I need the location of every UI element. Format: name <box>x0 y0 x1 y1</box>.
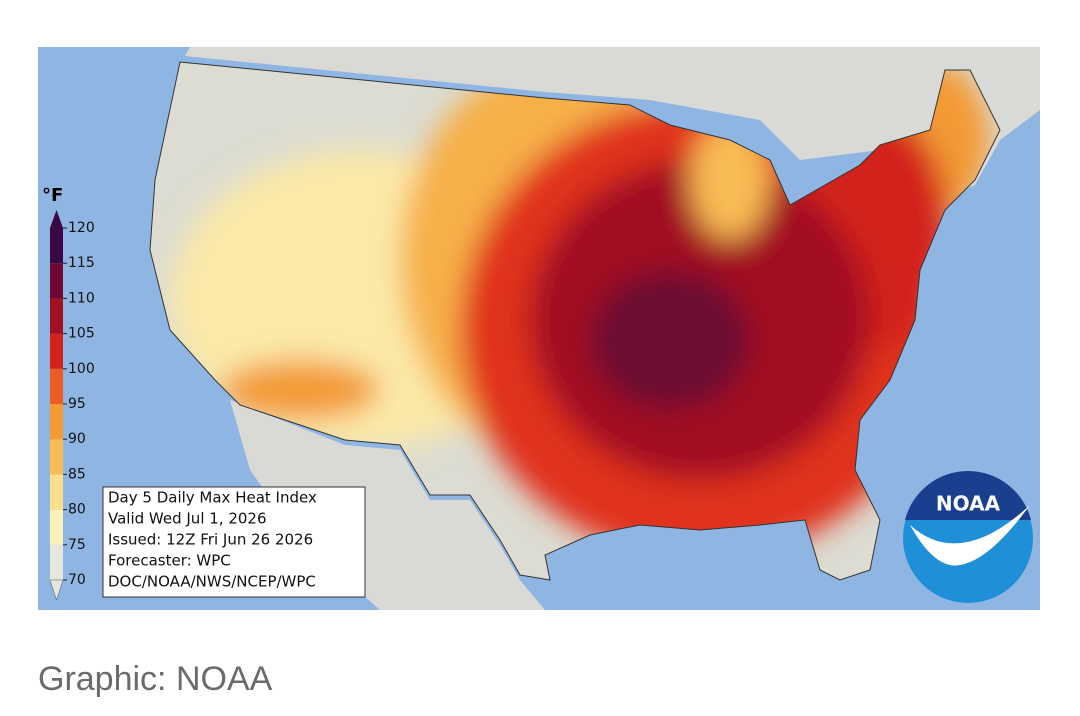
legend-end <box>50 210 63 228</box>
legend-swatch <box>50 544 63 580</box>
legend-swatch <box>50 509 63 545</box>
legend-swatch <box>50 228 63 264</box>
noaa-logo: NOAA <box>903 470 1033 603</box>
logo-top <box>905 470 1031 520</box>
info-line: DOC/NOAA/NWS/NCEP/WPC <box>108 573 316 591</box>
legend-label: 115 <box>68 255 95 271</box>
legend-swatch <box>50 404 63 440</box>
legend-label: 100 <box>68 361 95 377</box>
us-outline <box>149 61 1001 581</box>
canada <box>185 47 1040 200</box>
mexico <box>230 400 545 610</box>
legend-swatch <box>50 298 63 334</box>
info-box <box>102 486 366 598</box>
legend-swatch <box>50 368 63 404</box>
info-text: Day 5 Daily Max Heat Index Valid Wed Jul … <box>108 489 317 591</box>
legend-label: 80 <box>68 502 86 518</box>
info-line: Valid Wed Jul 1, 2026 <box>108 510 267 528</box>
legend-end <box>49 579 64 601</box>
legend-swatch <box>50 263 63 299</box>
legend-label: 75 <box>68 537 86 553</box>
legend-label: 120 <box>68 220 95 236</box>
legend-swatch <box>50 474 63 510</box>
legend-label: 95 <box>68 396 86 412</box>
info-line: Forecaster: WPC <box>108 552 231 570</box>
legend-label: 70 <box>68 572 86 588</box>
legend-swatch <box>50 333 63 369</box>
legend: °F 70 75 80 85 90 95 100 105 110 115 120 <box>42 185 95 601</box>
info-line: Day 5 Daily Max Heat Index <box>108 489 317 507</box>
legend-label: 85 <box>68 466 86 482</box>
info-line: Issued: 12Z Fri Jun 26 2026 <box>108 531 313 549</box>
heat-index-map: °F 70 75 80 85 90 95 100 105 110 115 120 Day 5 Dai… <box>38 47 1040 610</box>
logo-bird <box>910 505 1030 566</box>
logo-text: NOAA <box>936 492 1001 516</box>
legend-label: 105 <box>68 326 95 342</box>
legend-label: 110 <box>68 290 95 306</box>
caption: Graphic: NOAA <box>38 660 273 698</box>
legend-unit: °F <box>42 185 63 206</box>
legend-label: 90 <box>68 431 86 447</box>
legend-swatch <box>50 439 63 475</box>
